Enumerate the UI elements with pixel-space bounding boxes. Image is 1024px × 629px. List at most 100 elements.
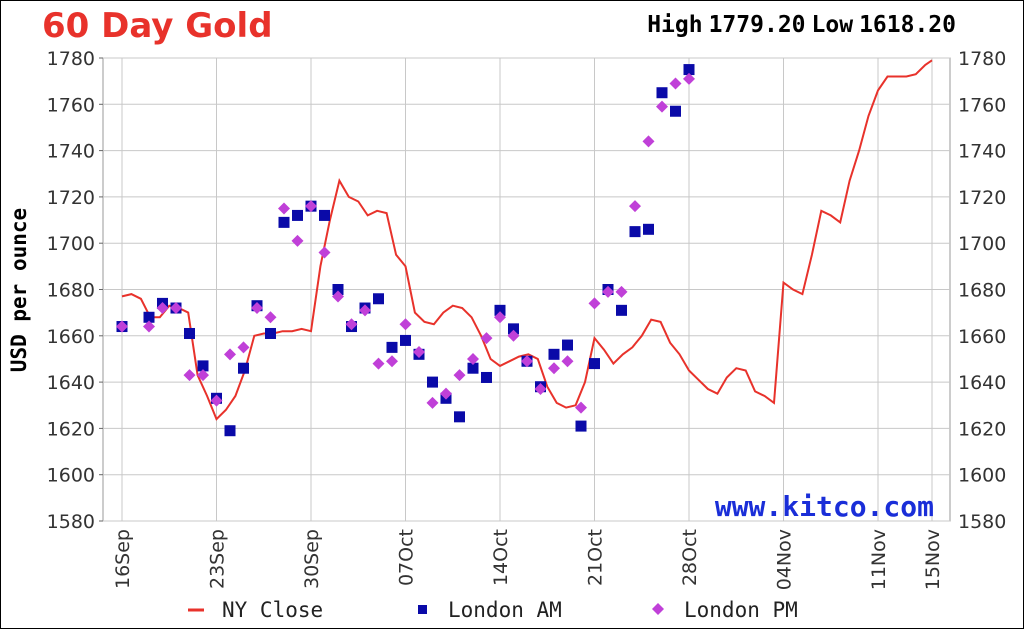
london-am-point — [656, 87, 668, 99]
london-am-point — [629, 226, 641, 238]
london-pm-point — [507, 329, 520, 342]
london-pm-point — [399, 318, 412, 331]
y-tick-label-left: 1680 — [47, 280, 95, 302]
london-pm-point — [467, 352, 479, 365]
y-tick-label-right: 1580 — [958, 511, 1006, 533]
london-pm-point — [615, 285, 628, 298]
london-pm-point — [521, 355, 533, 368]
london-pm-point — [224, 348, 236, 361]
grid-lines — [102, 57, 951, 522]
chart-title: 60 Day Gold — [42, 6, 273, 46]
y-tick-label-left: 1620 — [47, 418, 95, 440]
london-pm-point — [143, 320, 155, 333]
y-axis-right: 1580 1600 1620 1640 1660 1680 1700 1720 1740 1760… — [958, 48, 1006, 533]
london-pm-point — [359, 304, 371, 317]
legend-label: London PM — [684, 598, 798, 622]
x-tick-label: 23Sep — [207, 529, 229, 589]
y-tick-label-right: 1780 — [958, 48, 1006, 70]
x-tick-label: 21Oct — [585, 529, 607, 586]
y-axis-left: 1580 1600 1620 1640 1660 1680 1700 1720 1740 1760… — [47, 48, 103, 533]
london-am-point — [224, 425, 236, 437]
x-tick-label: 15Nov — [922, 529, 944, 590]
london-am-point — [292, 209, 303, 221]
london-pm-point — [264, 311, 277, 324]
london-pm-point — [318, 246, 331, 259]
london-am-point — [494, 304, 506, 316]
y-tick-label-right: 1680 — [958, 280, 1006, 302]
london-am-point — [319, 209, 330, 221]
london-pm-point — [561, 355, 574, 368]
london-pm-point — [278, 202, 290, 215]
london-am-point — [197, 360, 209, 372]
london-pm-point — [116, 320, 128, 333]
london-am-point — [562, 339, 573, 351]
london-pm-point — [588, 297, 601, 310]
london-pm-point — [386, 355, 398, 368]
london-am-point — [386, 341, 398, 353]
london-pm-point — [210, 394, 223, 407]
y-tick-label-left: 1660 — [47, 326, 95, 348]
legend-london-am-swatch — [418, 605, 427, 614]
legend-london-pm-swatch — [652, 603, 664, 615]
london-pm-point — [494, 311, 506, 324]
london-pm-point — [629, 200, 641, 213]
london-am-point — [278, 216, 290, 228]
y-tick-label-left: 1700 — [47, 233, 95, 255]
y-tick-label-right: 1600 — [958, 465, 1006, 487]
london-pm-point — [372, 357, 385, 370]
london-pm-point — [156, 302, 169, 315]
london-pm-point — [642, 135, 655, 148]
london-am-point — [265, 327, 276, 339]
y-tick-label-right: 1760 — [958, 94, 1006, 116]
london-am-point — [143, 311, 155, 323]
y-axis-label: USD per ounce — [7, 208, 31, 372]
london-pm-point — [548, 362, 560, 375]
london-am-point — [427, 376, 438, 388]
london-pm-point — [683, 72, 695, 85]
watermark: www.kitco.com — [715, 490, 934, 523]
london-am-point — [548, 348, 560, 360]
x-axis: 16Sep 23Sep 30Sep 07Oct 14Oct 21Oct 28Oct 04Nov… — [112, 529, 944, 590]
legend: NY Close London AM London PM — [188, 598, 798, 622]
london-pm-point — [197, 369, 209, 382]
y-tick-label-right: 1740 — [958, 141, 1006, 163]
london-pm-point — [669, 77, 682, 90]
london-am-point — [508, 323, 519, 335]
london-pm-point — [345, 318, 358, 331]
london-am-point — [467, 362, 479, 374]
x-tick-label: 14Oct — [490, 529, 512, 586]
high-value: 1779.20 — [708, 12, 806, 38]
london-am-point — [670, 105, 681, 117]
y-tick-label-left: 1640 — [47, 372, 95, 394]
london-pm-point — [480, 332, 493, 345]
x-tick-label: 28Oct — [679, 529, 701, 586]
low-label: Low — [811, 12, 854, 38]
london-pm-point — [291, 234, 304, 247]
london-pm-point — [183, 369, 196, 382]
london-pm-point — [575, 401, 587, 414]
y-tick-label-right: 1640 — [958, 372, 1006, 394]
london-pm-point — [602, 285, 614, 298]
london-pm-point — [534, 383, 547, 396]
london-am-point — [238, 362, 249, 374]
y-tick-label-left: 1600 — [47, 465, 95, 487]
y-tick-label-right: 1620 — [958, 418, 1006, 440]
x-tick-label: 11Nov — [868, 529, 890, 590]
x-tick-label: 04Nov — [774, 529, 796, 590]
y-tick-label-left: 1720 — [47, 187, 95, 209]
london-am-point — [481, 371, 492, 383]
london-am-point — [616, 304, 627, 316]
london-am-point — [332, 284, 344, 295]
y-tick-label-left: 1580 — [47, 511, 95, 533]
low-value: 1618.20 — [859, 12, 956, 38]
london-pm-point — [453, 369, 466, 382]
london-pm-point — [440, 387, 452, 400]
london-pm-point — [251, 302, 263, 315]
london-pm-point — [170, 302, 182, 315]
y-tick-label-left: 1780 — [47, 48, 95, 70]
high-label: High — [647, 12, 703, 38]
london-am-point — [589, 358, 600, 370]
london-pm-point — [426, 396, 439, 409]
x-tick-label: 16Sep — [112, 529, 134, 589]
